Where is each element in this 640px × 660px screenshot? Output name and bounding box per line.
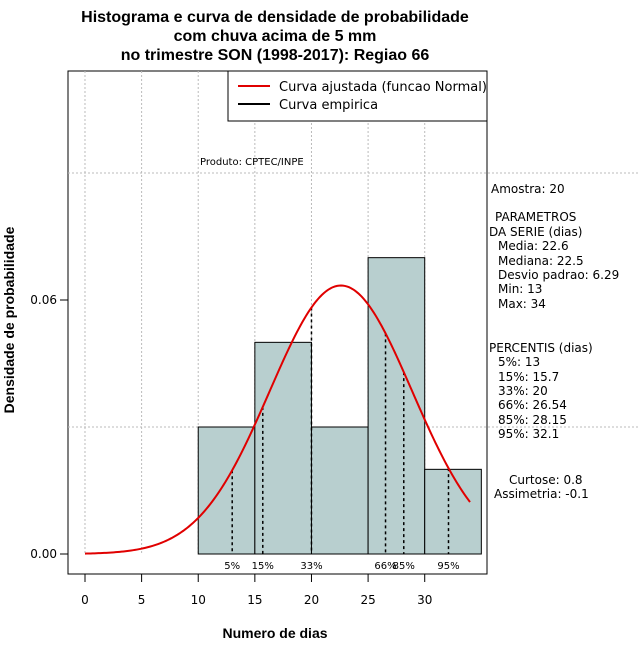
y-tick-label: 0.00 [30,547,57,561]
params-header-1: PARAMETROS [495,210,576,224]
percentile-85: 85%: 28.15 [498,413,567,427]
param-mean: Media: 22.6 [498,239,569,253]
chart-title-line-3: no trimestre SON (1998-2017): Regiao 66 [121,47,430,64]
x-tick-label: 30 [417,593,432,607]
percentile-label: 33% [300,561,322,572]
percentile-5: 5%: 13 [498,355,540,369]
skewness: Assimetria: -0.1 [494,487,589,501]
histogram-bar [367,257,426,555]
percentile-lines: 5% 15% 33% 66%85% 95% [224,307,460,572]
x-tick-label: 20 [304,593,319,607]
x-tick-label: 25 [360,593,375,607]
histogram-bar [424,468,482,555]
param-min: Min: 13 [498,282,542,296]
y-axis-title: Densidade de probabilidade [1,226,17,413]
x-tick-label: 5 [138,593,146,607]
percentile-66: 66%: 26.54 [498,398,567,412]
legend-label-fitted: Curva ajustada (funcao Normal) [279,80,487,95]
x-tick-label: 10 [191,593,206,607]
x-axis: 0 5 10 15 20 25 30 [81,574,432,607]
fitted-curve-layer [84,284,471,555]
percentile-33: 33%: 20 [498,384,548,398]
param-max: Max: 34 [498,297,546,311]
percentile-15: 15%: 15.7 [498,370,559,384]
chart-title-line-2: com chuva acima de 5 mm [174,28,377,45]
percentile-label: 95% [437,561,459,572]
percentiles-header: PERCENTIS (dias) [489,341,593,355]
product-label: Produto: CPTEC/INPE [200,157,304,168]
percentile-label: 85% [393,561,415,572]
percentile-95: 95%: 32.1 [498,427,559,441]
stats-panel: Amostra: 20 PARAMETROS DA SERIE (dias) M… [489,182,619,501]
percentile-label: 5% [224,561,240,572]
y-axis: 0.00 0.06 [30,293,68,561]
params-header-2: DA SERIE (dias) [489,225,582,239]
histogram-bar [310,426,369,555]
y-tick-label: 0.06 [30,293,57,307]
fitted-normal-curve [84,284,471,555]
histogram-bar [254,341,312,555]
legend: Curva ajustada (funcao Normal) Curva emp… [227,70,488,122]
chart-title-line-1: Histograma e curva de densidade de proba… [81,9,469,26]
percentile-label: 15% [252,561,274,572]
x-tick-label: 15 [247,593,262,607]
legend-box [227,70,488,122]
x-tick-label: 0 [81,593,89,607]
sample-size: Amostra: 20 [491,182,565,196]
histogram-bars [197,257,482,555]
param-median: Mediana: 22.5 [498,254,584,268]
x-axis-title: Numero de dias [222,625,327,641]
legend-label-empirical: Curva empirica [279,98,378,113]
histogram-bar [197,426,256,555]
percentile-label: 66% [374,561,396,572]
param-stddev: Desvio padrao: 6.29 [498,268,619,282]
kurtosis: Curtose: 0.8 [509,473,583,487]
